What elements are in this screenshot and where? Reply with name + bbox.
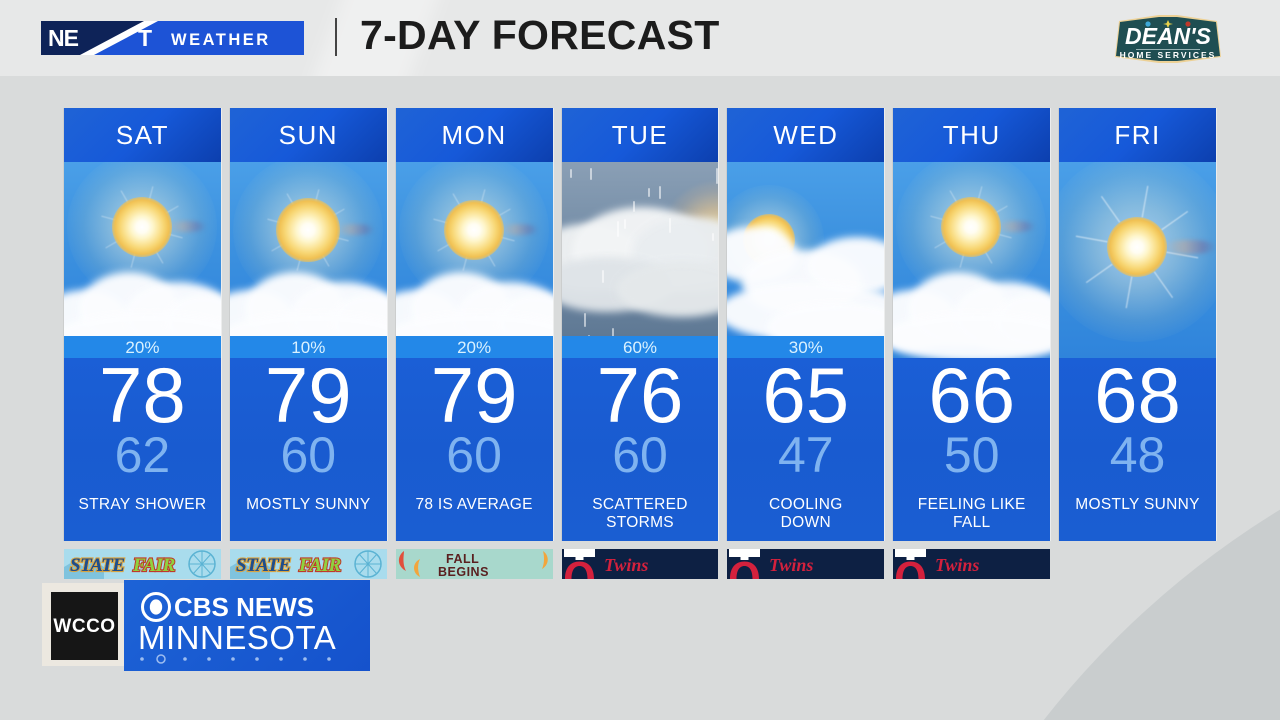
- svg-text:MINNESOTA: MINNESOTA: [138, 619, 336, 656]
- svg-text:BEGINS: BEGINS: [438, 565, 489, 579]
- svg-text:FAIR: FAIR: [298, 555, 341, 576]
- svg-text:FAIR: FAIR: [132, 555, 175, 576]
- svg-text:Twins: Twins: [604, 555, 648, 575]
- svg-text:WEATHER: WEATHER: [171, 31, 271, 49]
- svg-text:Twins: Twins: [935, 555, 979, 575]
- svg-text:STATE: STATE: [236, 555, 291, 576]
- svg-text:CBS NEWS: CBS NEWS: [174, 592, 314, 622]
- svg-text:HOME SERVICES: HOME SERVICES: [1120, 50, 1217, 60]
- svg-text:STATE: STATE: [70, 555, 125, 576]
- svg-text:NE: NE: [48, 25, 79, 51]
- svg-text:Twins: Twins: [769, 555, 813, 575]
- svg-text:FALL: FALL: [446, 552, 479, 566]
- svg-text:T: T: [138, 25, 152, 51]
